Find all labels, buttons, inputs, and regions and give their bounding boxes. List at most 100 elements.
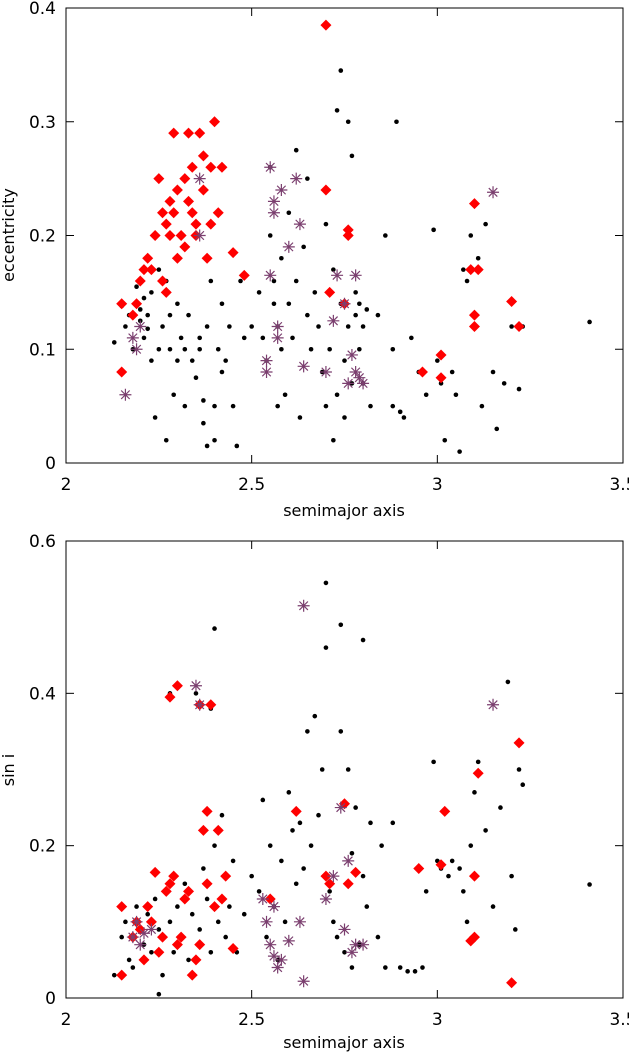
data-point (219, 301, 225, 307)
data-point (423, 889, 429, 894)
data-point-diamond (290, 805, 302, 817)
data-point-diamond (435, 859, 447, 871)
data-point (163, 437, 169, 443)
data-point (342, 950, 347, 955)
data-point (286, 301, 292, 307)
data-point-diamond (164, 691, 176, 703)
data-point (167, 919, 173, 925)
data-point-star (126, 331, 139, 344)
data-point-diamond (149, 866, 161, 878)
data-point (305, 729, 310, 734)
data-point (457, 449, 462, 454)
data-point (178, 335, 184, 341)
x-tick-label: 2.5 (238, 1010, 265, 1030)
data-point (167, 312, 173, 318)
scatter-marks (111, 19, 592, 454)
data-point (301, 866, 306, 871)
data-point (349, 965, 355, 970)
data-point (275, 403, 280, 409)
data-point (223, 934, 228, 940)
data-point (201, 420, 206, 426)
data-point (141, 295, 147, 301)
data-point (334, 108, 340, 113)
data-point (186, 312, 191, 318)
data-point-star (342, 854, 355, 867)
data-point (219, 369, 225, 375)
data-point-diamond (183, 127, 195, 139)
data-point-diamond (264, 893, 276, 905)
data-point-star (293, 218, 306, 231)
data-point (345, 324, 351, 329)
data-point-diamond (468, 321, 480, 332)
data-point (197, 335, 202, 341)
data-point (145, 312, 150, 318)
data-point (227, 904, 232, 909)
data-point-diamond (116, 298, 128, 310)
data-point-diamond (216, 893, 228, 905)
data-point-diamond (160, 218, 172, 230)
data-point-diamond (209, 901, 221, 913)
y-tick-label: 0 (45, 989, 56, 1009)
data-point (234, 443, 240, 449)
data-point (134, 284, 139, 289)
data-point (293, 147, 299, 153)
data-point (204, 324, 210, 329)
data-point-diamond (220, 870, 232, 882)
data-point-diamond (350, 866, 362, 878)
data-point (189, 358, 195, 363)
data-point (279, 858, 284, 864)
data-point (267, 843, 273, 848)
data-point-star (338, 923, 351, 936)
data-point (587, 319, 592, 325)
data-point (186, 957, 191, 963)
data-point (212, 626, 217, 631)
data-point-star (342, 377, 355, 390)
y-tick-label: 0.4 (29, 0, 56, 19)
data-point (457, 866, 462, 871)
data-point-diamond (164, 878, 176, 890)
data-point-star (267, 206, 280, 219)
data-point (479, 403, 485, 409)
data-point (175, 358, 180, 363)
x-tick-label: 3.5 (609, 1010, 629, 1030)
data-point-diamond (468, 931, 480, 943)
data-point-diamond (342, 878, 354, 890)
data-point-star (282, 240, 295, 253)
data-point (290, 335, 295, 341)
data-point-star (349, 269, 362, 282)
x-tick-label: 2.5 (238, 475, 265, 495)
data-point (260, 797, 266, 803)
data-point-diamond (116, 366, 128, 378)
data-point (323, 221, 329, 227)
data-point-star (353, 371, 366, 384)
x-axis-label: semimajor axis (283, 501, 405, 520)
data-point-diamond (179, 893, 191, 905)
data-point (182, 881, 188, 887)
data-point (431, 759, 436, 765)
data-point (364, 904, 370, 909)
data-point (461, 889, 466, 894)
data-point (446, 873, 451, 879)
data-point (189, 911, 195, 917)
data-point (175, 904, 180, 909)
data-point (483, 221, 488, 227)
data-point-diamond (465, 264, 477, 276)
data-point-diamond (209, 116, 221, 128)
data-point-diamond (183, 195, 195, 207)
data-point-star (193, 229, 206, 242)
data-point (316, 812, 321, 818)
data-point (111, 340, 117, 345)
data-point (241, 335, 247, 341)
data-point-star (345, 348, 358, 361)
data-point (201, 398, 206, 403)
data-point-diamond (506, 295, 518, 307)
data-point-diamond (194, 939, 206, 951)
data-point-star (264, 938, 277, 951)
data-point (212, 403, 217, 409)
data-point (201, 866, 206, 871)
data-point (119, 934, 124, 940)
data-point (397, 409, 403, 415)
data-point (342, 415, 347, 420)
data-point (215, 346, 221, 352)
